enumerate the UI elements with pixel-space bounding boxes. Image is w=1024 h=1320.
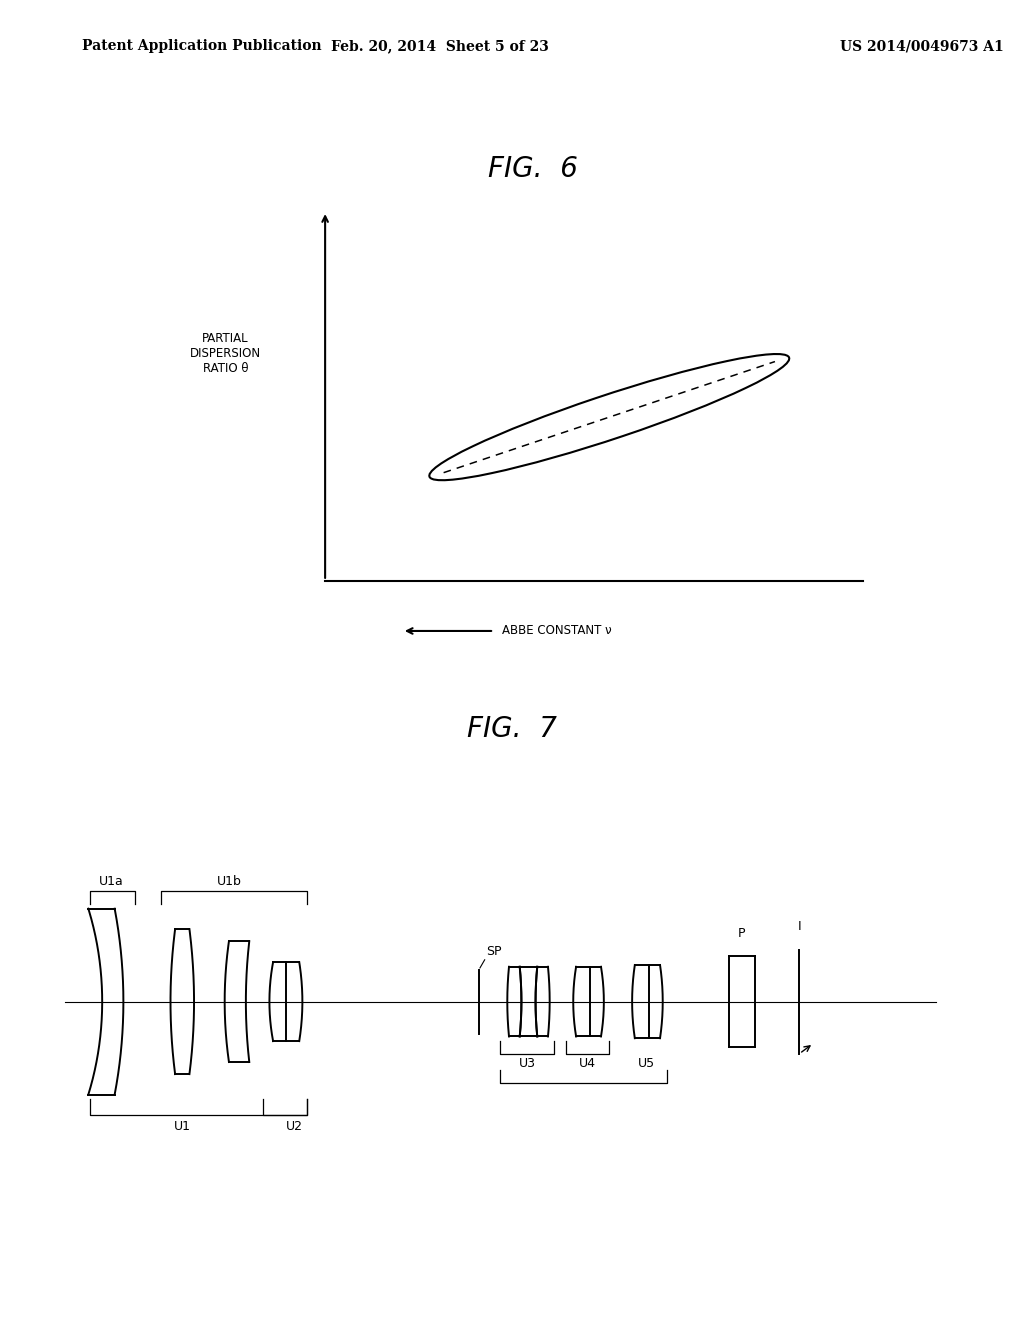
Text: U2: U2 <box>286 1119 303 1133</box>
Text: U3: U3 <box>518 1057 536 1071</box>
Text: U4: U4 <box>579 1057 596 1071</box>
Text: FIG.  7: FIG. 7 <box>467 714 557 743</box>
Text: U1: U1 <box>174 1119 190 1133</box>
Text: Feb. 20, 2014  Sheet 5 of 23: Feb. 20, 2014 Sheet 5 of 23 <box>332 40 549 53</box>
Text: ABBE CONSTANT ν: ABBE CONSTANT ν <box>502 624 611 638</box>
Text: U5: U5 <box>638 1057 654 1071</box>
Text: SP: SP <box>486 945 502 958</box>
Text: U1b: U1b <box>217 875 242 888</box>
Text: FIG.  6: FIG. 6 <box>487 154 578 183</box>
Text: P: P <box>738 927 745 940</box>
Text: I: I <box>798 920 801 933</box>
Text: U1a: U1a <box>99 875 124 888</box>
Text: PARTIAL
DISPERSION
RATIO θ: PARTIAL DISPERSION RATIO θ <box>189 333 261 375</box>
Text: Patent Application Publication: Patent Application Publication <box>82 40 322 53</box>
Text: US 2014/0049673 A1: US 2014/0049673 A1 <box>840 40 1004 53</box>
